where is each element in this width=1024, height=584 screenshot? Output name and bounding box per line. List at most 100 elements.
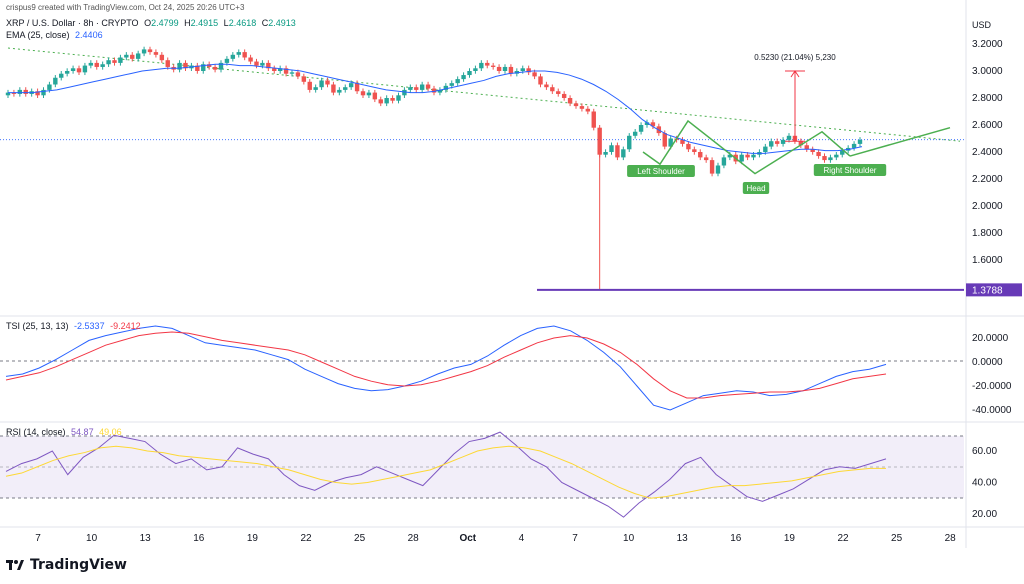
price-tick-label: 1.6000 <box>972 255 1003 266</box>
open-value: 2.4799 <box>151 18 179 28</box>
candle-body <box>556 91 561 94</box>
candle-body <box>47 84 52 90</box>
candle-body <box>41 89 46 96</box>
candle-body <box>11 92 17 94</box>
candle-body <box>573 103 579 107</box>
candle-body <box>165 60 170 67</box>
candle-body <box>230 54 236 59</box>
candle-body <box>544 84 549 88</box>
time-tick-label: 10 <box>623 533 635 544</box>
candle-body <box>331 84 336 93</box>
candle-body <box>372 92 378 100</box>
candle-body <box>88 62 94 66</box>
candle-body <box>206 64 212 67</box>
candle-body <box>538 76 543 85</box>
candle-body <box>703 157 709 161</box>
tsi-tick-label: -40.0000 <box>972 405 1012 416</box>
candle-body <box>295 72 301 77</box>
rsi-ma-value: 49.06 <box>99 427 122 437</box>
rsi-tick-label: 40.00 <box>972 478 997 489</box>
candlestick-series <box>5 46 863 177</box>
candle-body <box>431 88 437 93</box>
candle-body <box>662 133 667 147</box>
candle-body <box>532 72 537 77</box>
candle-body <box>419 84 425 90</box>
candle-body <box>319 80 324 88</box>
candle-body <box>473 68 478 71</box>
left-shoulder-label: Left Shoulder <box>637 167 685 176</box>
candle-body <box>384 98 389 104</box>
candle-body <box>360 91 366 96</box>
candle-body <box>195 65 200 71</box>
candle-body <box>425 84 431 89</box>
candle-body <box>82 65 88 73</box>
candle-body <box>810 149 815 152</box>
time-tick-label: 25 <box>891 533 903 544</box>
candle-body <box>366 92 372 96</box>
candle-body <box>851 143 857 148</box>
candle-body <box>780 139 786 144</box>
time-tick-label: Oct <box>459 533 476 544</box>
neckline-projection <box>849 126 951 157</box>
head-label: Head <box>746 184 765 193</box>
main-price-axis: 3.2000 3.0000 2.8000 2.6000 2.4000 2.2000 2.00… <box>972 39 1003 266</box>
candle-body <box>64 71 70 74</box>
candle-body <box>437 89 443 93</box>
measured-move-arrow-head <box>790 70 800 78</box>
candle-body <box>5 92 11 96</box>
time-tick-label: 16 <box>730 533 742 544</box>
candle-body <box>390 98 395 101</box>
tradingview-logo-icon <box>6 556 24 574</box>
candle-body <box>224 58 230 63</box>
tsi-tick-label: 20.0000 <box>972 333 1009 344</box>
candle-body <box>550 87 555 92</box>
candle-body <box>17 89 23 94</box>
candle-body <box>857 139 863 144</box>
low-value: 2.4618 <box>228 18 257 28</box>
price-tick-label: 2.6000 <box>972 120 1003 131</box>
candle-body <box>715 165 721 174</box>
descending-trendline <box>7 47 961 142</box>
candle-body <box>236 52 241 55</box>
candle-body <box>461 75 466 80</box>
time-tick-label: 19 <box>247 533 259 544</box>
measured-move-label: 0.5230 (21.04%) 5,230 <box>754 53 836 62</box>
price-tick-label: 2.4000 <box>972 147 1003 158</box>
candle-body <box>183 62 188 69</box>
candle-body <box>35 91 40 96</box>
candle-body <box>260 62 265 66</box>
candle-body <box>828 157 833 161</box>
close-label: C <box>261 18 269 28</box>
time-axis: 7 10 13 16 19 22 25 28 Oct 4 7 10 13 16 19 22 25 28 <box>35 533 956 544</box>
candle-body <box>414 87 419 90</box>
candle-body <box>130 54 135 59</box>
candle-body <box>520 68 525 71</box>
candle-body <box>59 73 64 78</box>
candle-body <box>508 66 514 74</box>
candle-body <box>301 76 307 82</box>
ema-line <box>8 63 863 154</box>
rsi-line <box>5 431 887 518</box>
candle-body <box>627 135 632 150</box>
candle-body <box>100 64 105 67</box>
candle-body <box>53 77 58 85</box>
candle-body <box>242 52 247 58</box>
candle-body <box>686 143 691 150</box>
tradingview-brand[interactable]: TradingView <box>6 556 127 574</box>
candle-body <box>443 85 449 90</box>
price-tick-label: 3.0000 <box>972 66 1003 77</box>
candle-body <box>526 68 531 73</box>
time-tick-label: 13 <box>140 533 152 544</box>
tsi-value: -2.5337 <box>74 321 105 331</box>
candle-body <box>289 72 295 74</box>
candle-body <box>496 66 502 71</box>
candle-body <box>354 83 360 92</box>
symbol-title: XRP / U.S. Dollar · 8h · CRYPTO <box>6 18 139 28</box>
time-tick-label: 4 <box>519 533 525 544</box>
symbol-legend: XRP / U.S. Dollar · 8h · CRYPTO O2.4799 … <box>6 18 299 28</box>
time-tick-label: 16 <box>193 533 205 544</box>
candle-body <box>76 68 82 73</box>
candle-body <box>147 49 153 53</box>
high-label: H <box>184 18 191 28</box>
open-label: O <box>144 18 152 28</box>
